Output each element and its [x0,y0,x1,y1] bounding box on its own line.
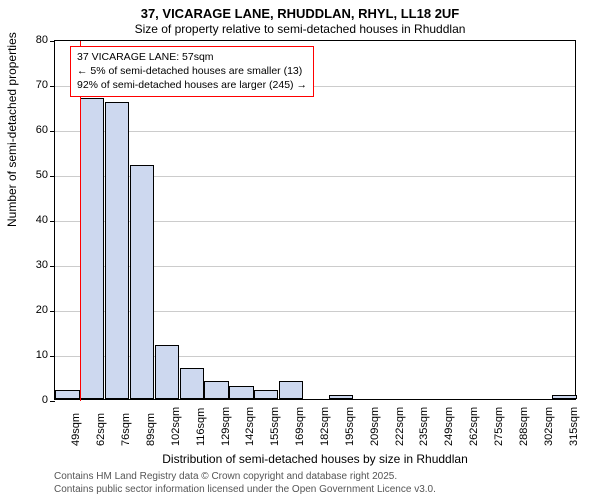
chart-subtitle: Size of property relative to semi-detach… [0,22,600,36]
x-tick-label: 102sqm [170,407,182,446]
x-tick-label: 235sqm [418,407,430,446]
y-tick-mark [50,221,55,222]
y-axis-label: Number of semi-detached properties [5,211,19,227]
annotation-line: 92% of semi-detached houses are larger (… [77,78,307,92]
x-tick-label: 275sqm [493,407,505,446]
bar [80,98,104,400]
y-tick-label: 40 [18,214,48,226]
bar [55,390,79,399]
x-tick-label: 288sqm [518,407,530,446]
y-tick-mark [50,356,55,357]
x-tick-label: 142sqm [244,407,256,446]
y-tick-label: 80 [18,34,48,46]
y-tick-label: 50 [18,169,48,181]
y-tick-label: 0 [18,394,48,406]
x-tick-label: 116sqm [195,408,207,446]
annotation-line: 37 VICARAGE LANE: 57sqm [77,50,307,64]
bar [552,395,576,400]
x-tick-label: 222sqm [394,407,406,446]
bar [329,395,353,400]
footer-line: Contains public sector information licen… [54,483,576,496]
x-axis-label: Distribution of semi-detached houses by … [54,452,576,466]
y-tick-label: 10 [18,349,48,361]
footer-line: Contains HM Land Registry data © Crown c… [54,470,576,483]
x-tick-label: 209sqm [369,407,381,446]
y-tick-mark [50,41,55,42]
x-tick-label: 76sqm [120,413,132,446]
bar [229,386,253,400]
y-tick-mark [50,86,55,87]
chart-container: 37, VICARAGE LANE, RHUDDLAN, RHYL, LL18 … [0,0,600,500]
x-tick-label: 155sqm [269,407,281,446]
bar [204,381,228,399]
x-tick-label: 262sqm [468,407,480,446]
annotation-line: ← 5% of semi-detached houses are smaller… [77,64,307,78]
bar [155,345,179,399]
x-tick-label: 62sqm [95,413,107,446]
bar [279,381,303,399]
y-tick-mark [50,131,55,132]
x-tick-label: 302sqm [543,407,555,446]
bar [130,165,154,399]
footer-attribution: Contains HM Land Registry data © Crown c… [54,470,576,496]
y-tick-mark [50,401,55,402]
chart-title: 37, VICARAGE LANE, RHUDDLAN, RHYL, LL18 … [0,6,600,21]
y-tick-label: 70 [18,79,48,91]
bar [254,390,278,399]
x-tick-label: 169sqm [294,407,306,446]
x-tick-label: 249sqm [443,407,455,446]
y-tick-label: 20 [18,304,48,316]
x-tick-label: 129sqm [220,407,232,446]
y-tick-label: 60 [18,124,48,136]
annotation-box: 37 VICARAGE LANE: 57sqm← 5% of semi-deta… [70,46,314,97]
x-tick-label: 195sqm [344,407,356,446]
grid-line [55,131,575,132]
bar [180,368,204,400]
y-tick-mark [50,266,55,267]
x-tick-label: 315sqm [568,407,580,446]
x-tick-label: 182sqm [319,407,331,446]
y-tick-mark [50,176,55,177]
x-tick-label: 89sqm [145,413,157,446]
y-tick-mark [50,311,55,312]
y-tick-label: 30 [18,259,48,271]
bar [105,102,129,399]
x-tick-label: 49sqm [70,413,82,446]
